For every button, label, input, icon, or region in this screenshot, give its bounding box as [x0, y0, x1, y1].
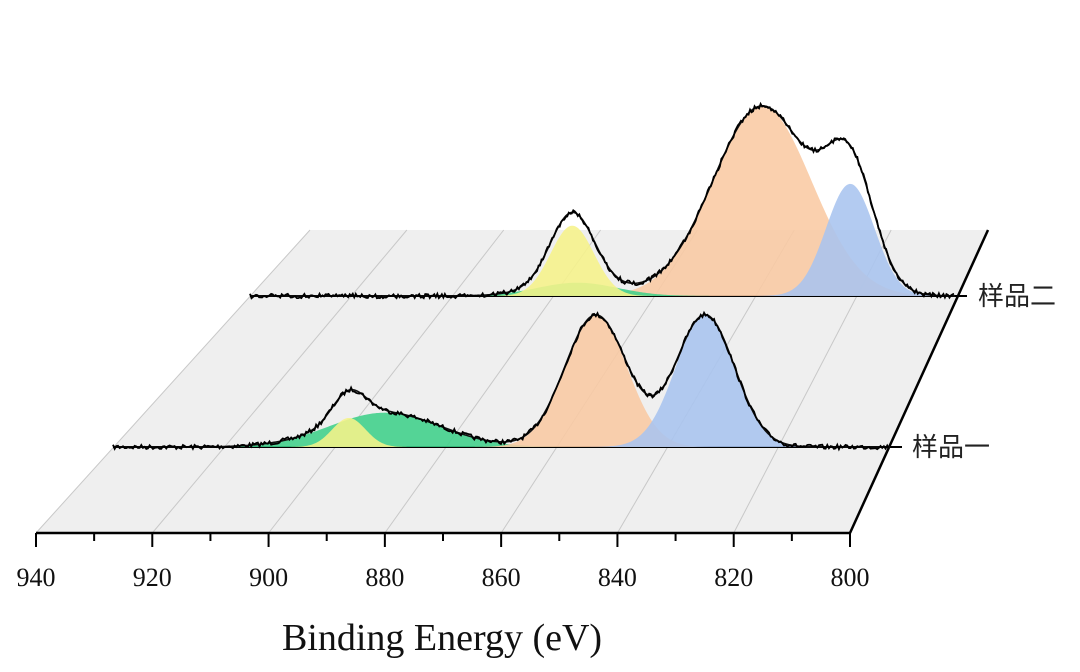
x-axis-title: Binding Energy (eV): [282, 617, 602, 659]
grid-line: [268, 229, 505, 534]
x-tick-label: 820: [714, 563, 753, 592]
back-plane-right-edge: [848, 229, 990, 534]
fit-component-2: [135, 412, 635, 447]
x-tick-label: 900: [249, 563, 288, 592]
series-label: 样品一: [912, 433, 990, 463]
fit-component-3: [540, 106, 955, 296]
series-1: 样品一: [112, 310, 990, 463]
fit-component-4: [741, 183, 955, 296]
fit-component-1: [474, 225, 669, 296]
series-label: 样品二: [978, 282, 1056, 312]
x-tick-label: 920: [133, 563, 172, 592]
x-tick-label: 800: [831, 563, 870, 592]
x-tick-label: 880: [365, 563, 404, 592]
x-tick-label: 860: [482, 563, 521, 592]
raw-spectrum: [112, 310, 890, 452]
raw-spectrum: [249, 101, 955, 300]
series-2: 样品二: [249, 101, 1056, 312]
x-tick-label: 840: [598, 563, 637, 592]
fit-component-3: [455, 315, 735, 447]
grid-line: [35, 229, 311, 534]
fit-component-4: [572, 315, 837, 447]
x-tick-label: 940: [17, 563, 56, 592]
x-axis-ticks: 940 920 900 880 860 840 820 800: [17, 533, 870, 592]
fit-component-1: [273, 417, 424, 447]
grid-line: [151, 229, 408, 534]
